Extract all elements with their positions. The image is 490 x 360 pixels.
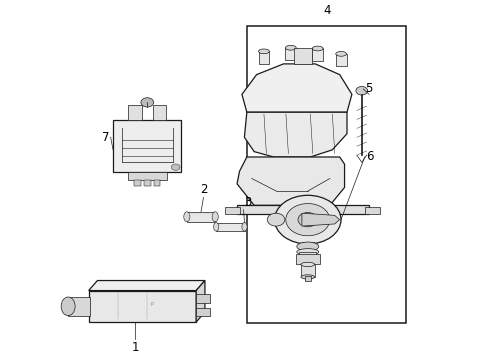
Ellipse shape <box>212 212 218 222</box>
Circle shape <box>267 213 285 226</box>
Text: 7: 7 <box>101 131 109 144</box>
Bar <box>299 252 317 256</box>
Bar <box>196 308 210 316</box>
Polygon shape <box>196 280 205 322</box>
Polygon shape <box>237 157 344 205</box>
Ellipse shape <box>286 45 296 50</box>
Bar <box>305 276 311 280</box>
Circle shape <box>298 212 318 227</box>
Bar <box>237 205 369 214</box>
Ellipse shape <box>214 222 219 231</box>
Bar <box>128 172 167 180</box>
Bar <box>312 49 323 61</box>
Bar <box>259 51 270 64</box>
Ellipse shape <box>312 46 323 51</box>
Bar <box>216 222 245 231</box>
Circle shape <box>141 98 154 107</box>
Ellipse shape <box>301 262 315 266</box>
Ellipse shape <box>297 249 319 255</box>
Circle shape <box>171 164 180 170</box>
Text: 2: 2 <box>200 183 207 196</box>
Bar <box>286 48 296 60</box>
Ellipse shape <box>242 222 247 231</box>
Ellipse shape <box>336 51 346 56</box>
Bar <box>247 26 406 324</box>
Bar <box>365 207 380 213</box>
Bar <box>144 180 151 186</box>
Bar <box>301 264 315 277</box>
Ellipse shape <box>61 297 75 316</box>
Polygon shape <box>245 112 347 157</box>
Bar <box>134 180 141 186</box>
Bar <box>302 242 314 251</box>
Text: 5: 5 <box>365 82 372 95</box>
Polygon shape <box>242 64 352 112</box>
Bar <box>113 120 181 172</box>
Text: 3: 3 <box>244 196 251 209</box>
Bar <box>295 254 320 264</box>
Bar <box>154 180 160 186</box>
Text: P: P <box>151 302 153 307</box>
Ellipse shape <box>297 242 319 251</box>
Circle shape <box>274 195 341 244</box>
Ellipse shape <box>301 275 315 279</box>
Circle shape <box>286 203 330 236</box>
Text: 1: 1 <box>131 341 139 354</box>
Bar <box>196 294 210 303</box>
Bar <box>153 105 166 120</box>
Polygon shape <box>302 213 340 226</box>
Circle shape <box>356 86 368 95</box>
Bar <box>187 212 215 222</box>
Bar <box>294 48 312 64</box>
Ellipse shape <box>259 49 270 54</box>
Bar <box>336 54 346 66</box>
Ellipse shape <box>184 212 190 222</box>
Bar <box>68 297 90 316</box>
Text: 6: 6 <box>366 150 374 163</box>
Bar <box>225 207 240 213</box>
Bar <box>128 105 142 120</box>
Bar <box>89 291 196 322</box>
Text: 4: 4 <box>323 4 331 17</box>
Polygon shape <box>89 280 205 291</box>
